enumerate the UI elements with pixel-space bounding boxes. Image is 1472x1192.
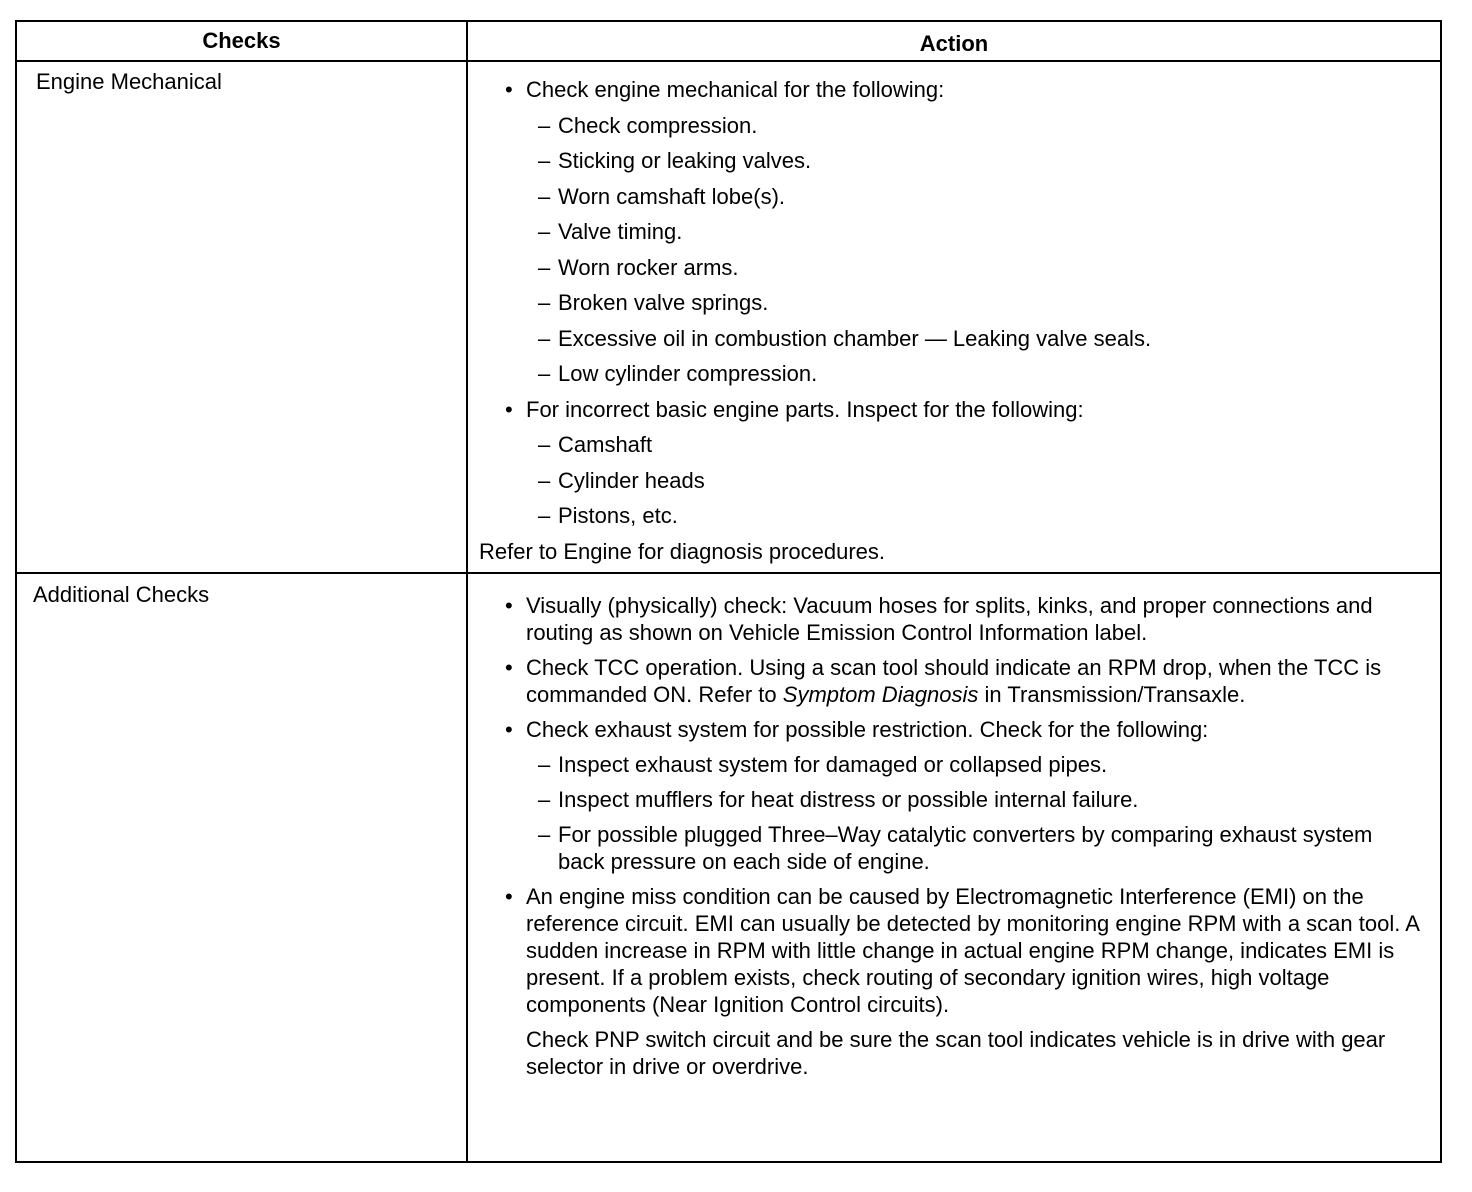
action-cell: Check engine mechanical for the followin…: [478, 72, 1432, 569]
bullet-item: Visually (physically) check: Vacuum hose…: [478, 592, 1432, 646]
check-label: Engine Mechanical: [36, 69, 222, 94]
sub-item: Valve timing.: [478, 214, 1432, 250]
bullet-item: Check engine mechanical for the followin…: [478, 72, 1432, 108]
sub-item: Camshaft: [478, 427, 1432, 463]
sub-item: Worn rocker arms.: [478, 250, 1432, 286]
bullet-item: For incorrect basic engine parts. Inspec…: [478, 392, 1432, 428]
sub-item: For possible plugged Three–Way catalytic…: [478, 821, 1432, 875]
sub-item: Sticking or leaking valves.: [478, 143, 1432, 179]
sub-item: Low cylinder compression.: [478, 356, 1432, 392]
sub-item: Check compression.: [478, 108, 1432, 144]
sub-item: Broken valve springs.: [478, 285, 1432, 321]
header-checks: Checks: [202, 28, 281, 53]
sub-item: Worn camshaft lobe(s).: [478, 179, 1432, 215]
bullet-item: Check exhaust system for possible restri…: [478, 716, 1432, 743]
sub-item: Excessive oil in combustion chamber — Le…: [478, 321, 1432, 357]
sub-item: Inspect mufflers for heat distress or po…: [478, 786, 1432, 813]
table-header: Checks Action: [17, 22, 1440, 62]
text: in Transmission/Transaxle.: [978, 682, 1246, 707]
note-text: Refer to Engine for diagnosis procedures…: [479, 538, 886, 564]
column-divider: [466, 22, 468, 1161]
sub-item: Cylinder heads: [478, 463, 1432, 499]
bullet-item: An engine miss condition can be caused b…: [478, 883, 1432, 1018]
table-row: Additional Checks Visually (physically) …: [17, 574, 1440, 1161]
text: Check TCC operation. Using a scan tool s…: [526, 655, 1382, 707]
action-cell: Visually (physically) check: Vacuum hose…: [478, 592, 1432, 1088]
bullet-item: Check TCC operation. Using a scan tool s…: [478, 654, 1432, 708]
check-label: Additional Checks: [33, 582, 210, 607]
sub-item: Inspect exhaust system for damaged or co…: [478, 751, 1432, 778]
sub-item: Pistons, etc.: [478, 498, 1432, 534]
paragraph: Check PNP switch circuit and be sure the…: [526, 1027, 1386, 1079]
header-action: Action: [919, 31, 989, 56]
checks-table: Checks Action Engine Mechanical Check en…: [15, 20, 1442, 1163]
table-row: Engine Mechanical Check engine mechanica…: [17, 62, 1440, 574]
emphasis-text: Symptom Diagnosis: [782, 682, 979, 707]
